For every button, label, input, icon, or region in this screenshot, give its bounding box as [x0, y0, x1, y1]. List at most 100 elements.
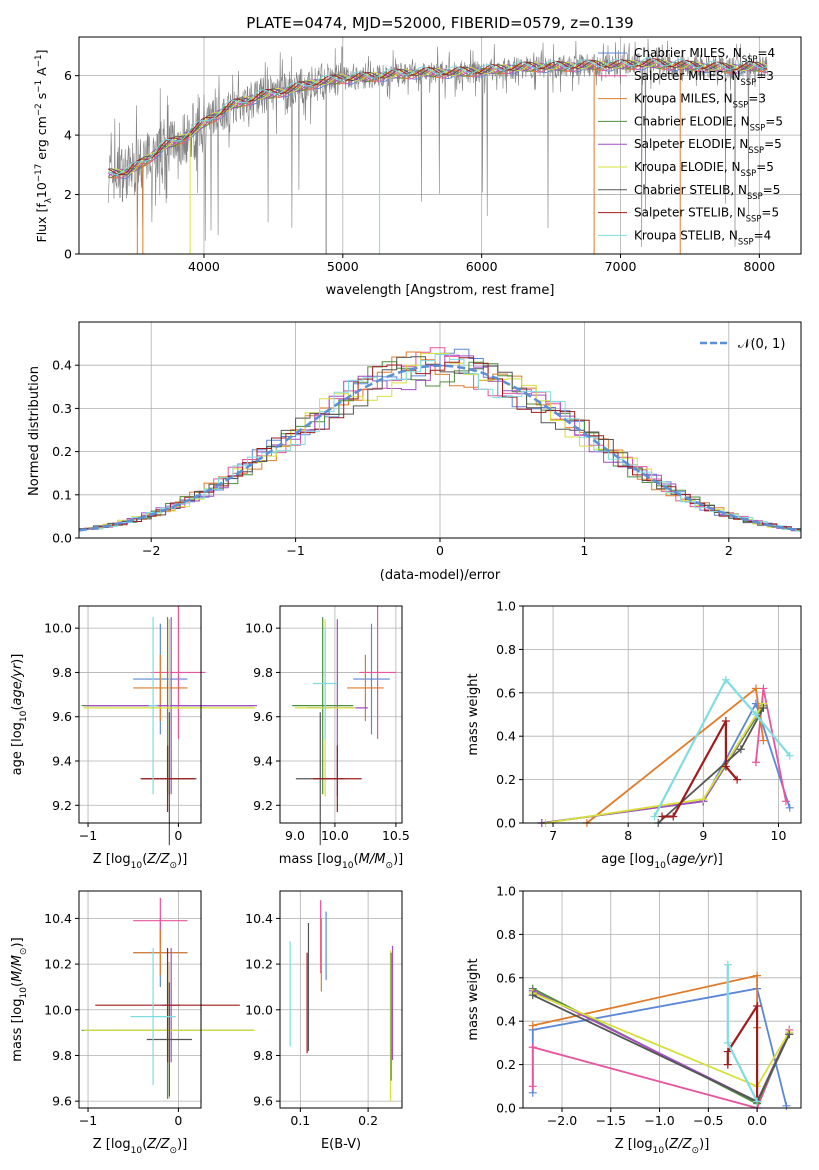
y-tick-label: 10.0	[44, 1002, 72, 1017]
axes-spectrum: 4000 5000 6000 7000 8000 0 2 4 6 Chabrier MILES, …	[34, 36, 802, 298]
weight-marker-kroupa_miles	[751, 684, 760, 693]
x-axis-label: Z [log10(Z/Z⊙)]	[93, 852, 188, 871]
x-tick-label: 9.0	[285, 828, 305, 843]
y-tick-label: 0.4	[52, 358, 72, 373]
y-tick-label: 9.8	[253, 1048, 273, 1063]
weight-marker-salpeter_miles	[759, 684, 768, 693]
weight-marker-salpeter_miles	[781, 797, 790, 806]
weight-line-chabrier_elodie	[541, 705, 765, 824]
x-axis-label: Z [log10(Z/Z⊙)]	[93, 1137, 188, 1156]
legend-label-chabrier_miles: Chabrier MILES, NSSP=4	[634, 46, 775, 64]
weight-marker-kroupa_miles	[528, 1021, 537, 1030]
y-tick-label: 9.4	[253, 754, 273, 769]
spectrum-lines	[107, 38, 768, 254]
x-tick-label: −1.0	[644, 1113, 674, 1128]
weight-marker-chabrier_miles	[785, 803, 794, 812]
y-tick-label: 10.0	[245, 621, 273, 636]
weight-marker-kroupa_miles	[753, 971, 762, 980]
y-tick-label: 9.2	[52, 798, 72, 813]
y-tick-label: 0.8	[496, 927, 516, 942]
y-tick-label: 0.0	[496, 1101, 516, 1116]
weight-marker-salpeter_stelib	[658, 812, 666, 821]
axes-age_vs_mass: 10.0 10.5 9.2 9.4 9.6 9.8 10.0 mass [log10(M/M⊙…	[245, 605, 410, 871]
y-tick-label: 9.6	[52, 1094, 72, 1109]
weight-marker-salpeter_stelib	[723, 1060, 732, 1069]
axes-age_vs_Z: −1 0 9.2 9.4 9.6 9.8 10.0 Z [log10(Z/Z⊙)] age [l…	[10, 605, 258, 871]
y-tick-label: 0.6	[496, 685, 516, 700]
y-tick-label: 9.6	[253, 709, 273, 724]
y-tick-label: 0.0	[496, 816, 516, 831]
model-spectrum-salpeter_miles	[108, 61, 767, 179]
x-tick-label: 7	[549, 828, 557, 843]
weight-line-salpeter_elodie	[541, 703, 765, 824]
legend-label-salpeter_stelib: Salpeter STELIB, NSSP=5	[634, 206, 779, 224]
x-tick-label: 0	[174, 1113, 182, 1128]
weight-marker-chabrier_stelib	[785, 1030, 794, 1039]
plot-area	[81, 606, 258, 846]
x-tick-label: 7000	[605, 259, 637, 274]
weight-marker-kroupa_stelib	[723, 960, 732, 969]
plot-area	[107, 38, 768, 254]
y-tick-label: 9.4	[52, 754, 72, 769]
axes-frame	[522, 605, 802, 824]
weight-marker-kroupa_miles	[759, 736, 768, 745]
legend-label-salpeter_elodie: Salpeter ELODIE, NSSP=5	[634, 137, 782, 155]
weight-line-kroupa_elodie	[545, 703, 765, 824]
y-tick-label: 0.1	[52, 487, 72, 502]
weight-marker-chabrier_miles	[782, 1101, 791, 1110]
weight-marker-kroupa_stelib	[721, 675, 730, 684]
weight-marker-salpeter_stelib	[721, 762, 730, 771]
model-spectrum-salpeter_stelib	[108, 58, 767, 176]
y-tick-label: 0.6	[496, 970, 516, 985]
y-axis-label: mass [log10(M/M⊙)]	[10, 937, 29, 1061]
legend-label-salpeter_miles: Salpeter MILES, NSSP=3	[634, 69, 774, 87]
x-tick-label: 6000	[466, 259, 498, 274]
weight-marker-salpeter_miles	[528, 1043, 537, 1052]
x-tick-label: −1	[79, 828, 97, 843]
weight-marker-salpeter_stelib	[723, 1047, 732, 1056]
axes-frame	[522, 890, 802, 1109]
x-tick-label: 0.0	[747, 1113, 767, 1128]
y-tick-label: 10.4	[245, 911, 273, 926]
y-axis-label: Normed distribution	[27, 366, 42, 496]
x-axis-label: Z [log10(Z/Z⊙)]	[615, 1137, 710, 1156]
weight-marker-kroupa_stelib	[650, 812, 659, 821]
x-tick-label: −2	[142, 543, 160, 558]
weight-line-salpeter_stelib	[726, 1002, 759, 1102]
weight-marker-salpeter_stelib	[669, 812, 678, 821]
x-tick-label: 5000	[327, 259, 359, 274]
x-tick-label: −2.0	[547, 1113, 577, 1128]
legend-label-chabrier_stelib: Chabrier STELIB, NSSP=5	[634, 183, 780, 201]
x-tick-label: 8	[624, 828, 632, 843]
y-tick-label: 0.2	[496, 1057, 516, 1072]
legend-label-kroupa_elodie: Kroupa ELODIE, NSSP=5	[634, 160, 774, 178]
x-tick-label: 1	[580, 543, 588, 558]
x-tick-label: 4000	[188, 259, 220, 274]
axes-weight_vs_age: 7 8 9 10 0.0 0.2 0.4 0.6 0.8 1.0 age [log10(age/yr…	[466, 599, 802, 871]
figure-title: PLATE=0474, MJD=52000, FIBERID=0579, z=0…	[246, 14, 633, 32]
x-axis-label: E(B-V)	[321, 1137, 361, 1152]
histogram-kroupa_stelib	[88, 354, 801, 532]
plot-area	[292, 606, 396, 846]
axes-weight_vs_Z: −2.0 −1.5 −1.0 −0.5 0.0 0.0 0.2 0.4 0.6 0.8 1.0 Z […	[466, 884, 802, 1156]
weight-marker-chabrier_stelib	[528, 991, 537, 1000]
y-tick-label: 10.0	[44, 621, 72, 636]
legend-label-normal: 𝒩(0, 1)	[738, 337, 785, 352]
x-tick-label: 0	[436, 543, 444, 558]
y-tick-label: 10.0	[245, 1002, 273, 1017]
x-tick-label: 2	[725, 543, 733, 558]
weight-marker-chabrier_stelib	[759, 703, 768, 712]
axes-mass_vs_Z: −1 0 9.6 9.8 10.0 10.2 10.4 Z [log10(Z/Z⊙)] mass…	[10, 890, 256, 1156]
weight-line-kroupa_miles	[532, 974, 758, 1028]
x-tick-label: −1	[79, 1113, 97, 1128]
model-spectrum-kroupa_stelib	[107, 57, 767, 175]
histogram-chabrier_miles	[79, 348, 801, 530]
axes-frame	[78, 36, 802, 255]
axes-frame	[78, 890, 202, 1109]
weight-line-salpeter_miles	[531, 1029, 791, 1110]
weight-marker-kroupa_stelib	[751, 710, 760, 719]
y-tick-label: 10.2	[44, 957, 72, 972]
legend-label-chabrier_elodie: Chabrier ELODIE, NSSP=5	[634, 114, 783, 132]
x-axis-label: wavelength [Angstrom, rest frame]	[326, 283, 555, 298]
